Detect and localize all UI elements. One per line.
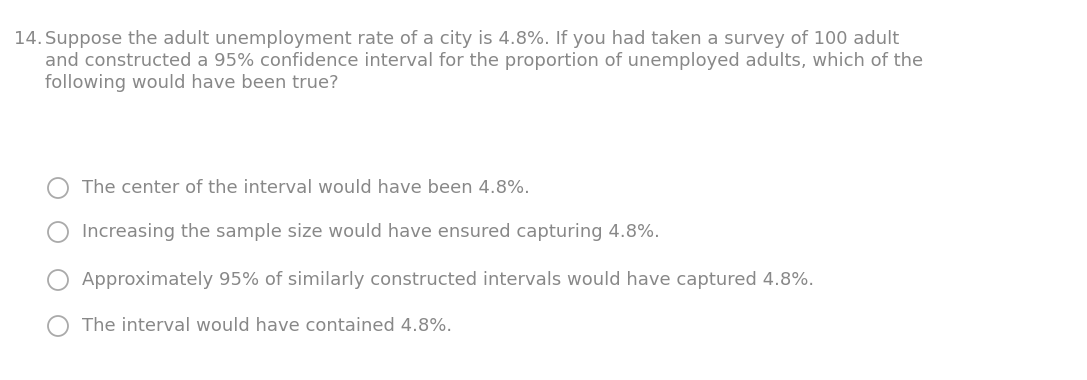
Text: Approximately 95% of similarly constructed intervals would have captured 4.8%.: Approximately 95% of similarly construct… — [82, 271, 814, 289]
Text: following would have been true?: following would have been true? — [45, 74, 339, 92]
Text: The interval would have contained 4.8%.: The interval would have contained 4.8%. — [82, 317, 452, 335]
Text: Suppose the adult unemployment rate of a city is 4.8%. If you had taken a survey: Suppose the adult unemployment rate of a… — [45, 30, 899, 48]
Text: 14.: 14. — [14, 30, 42, 48]
Text: The center of the interval would have been 4.8%.: The center of the interval would have be… — [82, 179, 529, 197]
Text: and constructed a 95% confidence interval for the proportion of unemployed adult: and constructed a 95% confidence interva… — [45, 52, 923, 70]
Text: Increasing the sample size would have ensured capturing 4.8%.: Increasing the sample size would have en… — [82, 223, 660, 241]
